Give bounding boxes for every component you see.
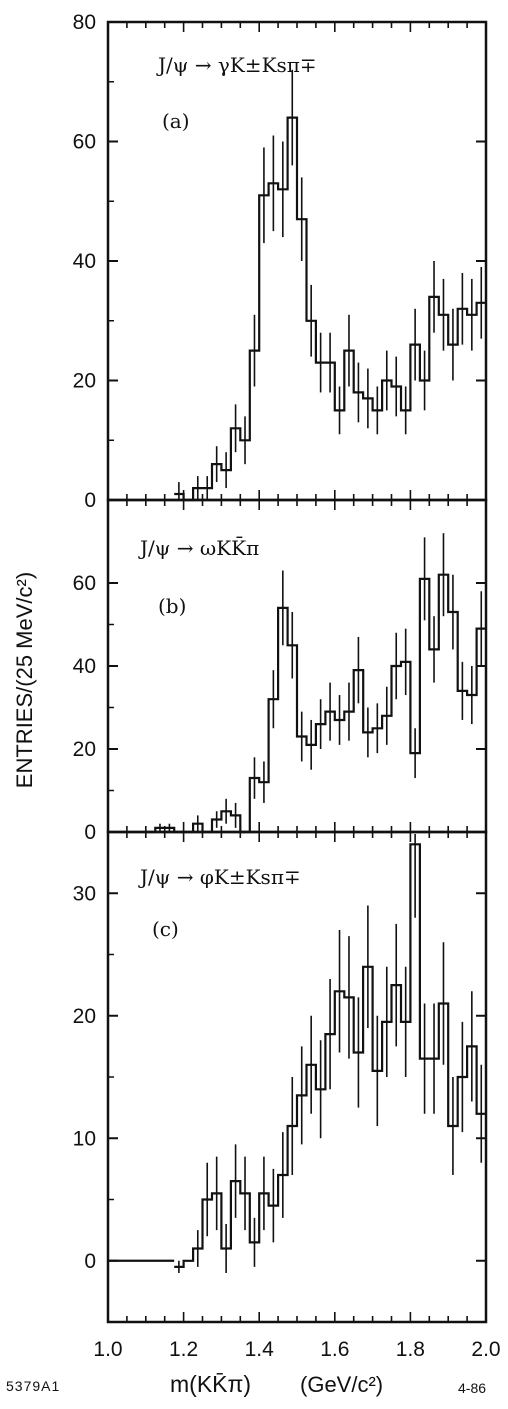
panel-a-ytick-label: 80 bbox=[73, 11, 96, 34]
panel-b-ytick-label: 40 bbox=[73, 655, 96, 678]
panel-b-histogram-line bbox=[145, 573, 486, 834]
panel-a-histogram bbox=[174, 69, 486, 502]
figure-code-left: 5379A1 bbox=[6, 1378, 61, 1394]
panel-c-ytick-label: 30 bbox=[73, 882, 96, 905]
panel-c-ytick-label: 20 bbox=[73, 1005, 96, 1028]
x-tick-label: 1.0 bbox=[93, 1338, 122, 1361]
panel-b-ytick-label: 0 bbox=[84, 821, 96, 844]
panel-a-title: J/ψ → γK±Ksπ∓ bbox=[156, 53, 317, 77]
panel-c-ytick-label: 10 bbox=[73, 1127, 96, 1150]
panel-c-histogram bbox=[108, 834, 486, 1273]
x-tick-label: 1.2 bbox=[169, 1338, 198, 1361]
panel-a-ticks: 0 20 40 60 80 bbox=[73, 11, 487, 512]
x-tick-label: 1.6 bbox=[320, 1338, 349, 1361]
panel-a-frame bbox=[106, 20, 488, 502]
panel-b-tag: (b) bbox=[158, 594, 186, 618]
panel-a-ytick-label: 60 bbox=[73, 131, 96, 154]
panel-b: 0 20 40 60 J/ψ → ωKK̄π (b) bbox=[73, 498, 488, 844]
panel-a-ytick-label: 20 bbox=[73, 370, 96, 393]
panel-b-histogram bbox=[145, 533, 486, 834]
panel-c: 0 10 20 30 J/ψ → φK±Ksπ∓ (c) bbox=[73, 830, 488, 1324]
x-tick-label: 1.8 bbox=[396, 1338, 425, 1361]
x-axis-unit: (GeV/c²) bbox=[300, 1372, 383, 1397]
panel-a-ytick-label: 0 bbox=[84, 489, 96, 512]
panel-c-histogram-line bbox=[174, 843, 486, 1268]
figure-code-right: 4-86 bbox=[458, 1380, 487, 1396]
x-axis-label: m(KK̄π) bbox=[170, 1371, 251, 1397]
panel-c-ticks: 0 10 20 30 bbox=[73, 832, 487, 1322]
panel-c-tag: (c) bbox=[152, 917, 179, 941]
panel-c-title: J/ψ → φK±Ksπ∓ bbox=[138, 865, 301, 889]
x-tick-labels: 1.0 1.2 1.4 1.6 1.8 2.0 bbox=[93, 1338, 500, 1361]
panel-b-ticks: 0 20 40 60 bbox=[73, 500, 487, 844]
panel-a: 0 20 40 60 80 J/ψ → γK±Ksπ∓ (a) bbox=[73, 11, 488, 512]
panel-b-ytick-label: 20 bbox=[73, 738, 96, 761]
y-axis-label: ENTRIES/(25 MeV/c²) bbox=[12, 572, 37, 788]
panel-a-tag: (a) bbox=[162, 109, 190, 133]
panel-a-ytick-label: 40 bbox=[73, 250, 96, 273]
panel-c-frame bbox=[106, 830, 488, 1324]
panel-c-ytick-label: 0 bbox=[84, 1250, 96, 1273]
panel-a-histogram-line bbox=[174, 116, 486, 502]
x-tick-label: 1.4 bbox=[245, 1338, 275, 1361]
x-tick-label: 2.0 bbox=[471, 1338, 500, 1361]
panel-b-ytick-label: 60 bbox=[73, 572, 96, 595]
panel-b-title: J/ψ → ωKK̄π bbox=[138, 535, 259, 560]
